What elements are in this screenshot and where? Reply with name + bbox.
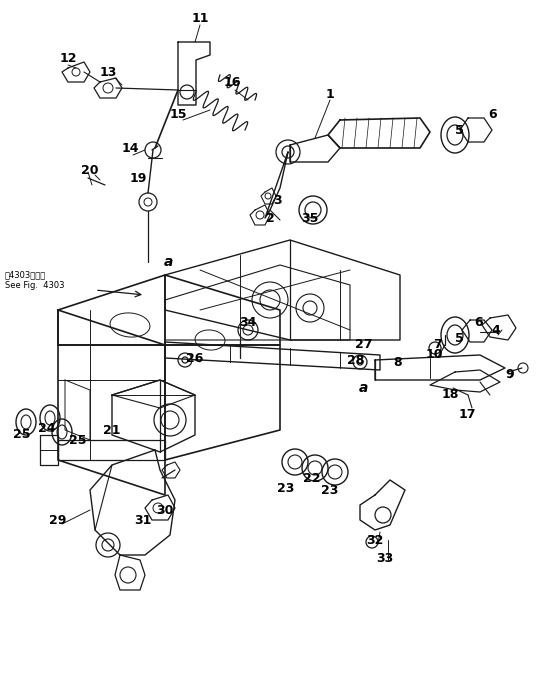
Text: 2: 2 [266, 212, 274, 224]
Text: 29: 29 [49, 514, 66, 527]
Text: 24: 24 [38, 422, 56, 435]
Text: 32: 32 [366, 533, 384, 546]
Text: 1: 1 [326, 89, 334, 101]
Text: 28: 28 [347, 354, 364, 366]
Text: 11: 11 [191, 11, 209, 24]
Text: 14: 14 [121, 141, 139, 155]
Text: 34: 34 [239, 316, 257, 329]
Text: 5: 5 [455, 331, 464, 345]
Text: 6: 6 [475, 316, 483, 329]
Text: 6: 6 [489, 109, 497, 122]
Text: 5: 5 [455, 124, 464, 137]
Text: 12: 12 [59, 51, 77, 64]
Text: 21: 21 [103, 423, 121, 437]
Text: 17: 17 [458, 408, 476, 422]
Text: 9: 9 [505, 368, 515, 381]
Text: 25: 25 [13, 429, 31, 441]
Text: 19: 19 [129, 172, 147, 185]
Text: 23: 23 [277, 481, 295, 495]
Text: 30: 30 [157, 504, 174, 516]
Text: 20: 20 [81, 164, 99, 176]
Text: a: a [358, 381, 368, 395]
Text: 27: 27 [355, 339, 373, 352]
Text: 23: 23 [321, 483, 339, 496]
Text: 13: 13 [99, 66, 117, 78]
Text: 3: 3 [274, 193, 282, 206]
Text: 第4303図参照
See Fig.  4303: 第4303図参照 See Fig. 4303 [5, 270, 64, 290]
Text: 7: 7 [434, 339, 442, 352]
Text: 4: 4 [492, 324, 501, 337]
Text: 8: 8 [393, 356, 403, 370]
Text: 33: 33 [376, 552, 393, 564]
Text: 10: 10 [425, 349, 443, 362]
Text: 25: 25 [69, 433, 87, 447]
Text: 26: 26 [187, 352, 204, 364]
Text: 31: 31 [135, 514, 152, 527]
Text: 35: 35 [301, 212, 319, 224]
Text: 16: 16 [224, 76, 241, 89]
Text: 22: 22 [303, 471, 321, 485]
Text: a: a [163, 255, 173, 269]
Text: 15: 15 [169, 109, 187, 122]
Text: 18: 18 [441, 389, 459, 402]
